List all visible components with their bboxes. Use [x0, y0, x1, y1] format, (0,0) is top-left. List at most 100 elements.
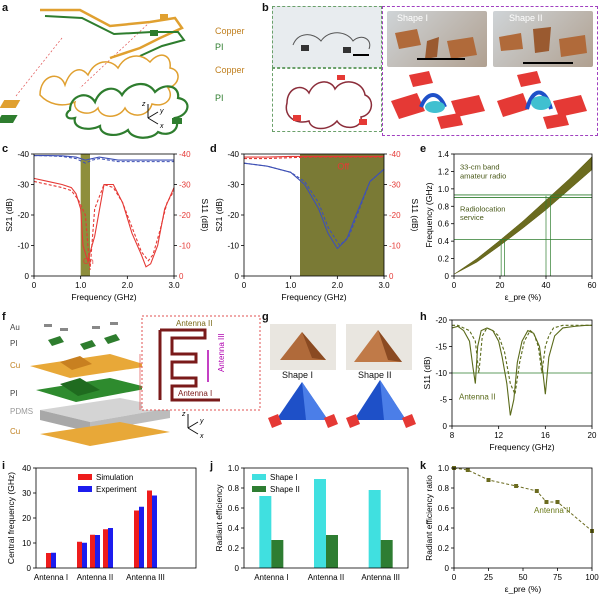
y-tick-label: 30 — [22, 489, 31, 498]
y2-tick-label: -10 — [179, 242, 191, 251]
x-tick-label: 75 — [553, 573, 562, 582]
legend-shape-i: Shape I — [270, 473, 298, 482]
x-axis-label: Frequency (GHz) — [489, 442, 554, 452]
chart-d: 0 1.0 2.0 3.00-10-20-30-400-10-20-30-40Freq… — [214, 150, 418, 302]
y-tick-label: 0 — [445, 564, 450, 573]
antenna-i-label-f: Antenna I — [178, 389, 212, 398]
svg-text:z: z — [141, 101, 146, 108]
plot-frame — [243, 467, 409, 569]
panel-label-i: i — [2, 460, 6, 472]
panel-label-a: a — [2, 2, 9, 14]
x-tick-label: 50 — [519, 573, 528, 582]
category-label: Antenna I — [254, 573, 288, 582]
layer-pi-label-2: PI — [10, 389, 18, 398]
shape2-photo — [493, 11, 593, 67]
data-point — [534, 489, 539, 493]
label-copper-2: Copper — [215, 65, 245, 75]
data-point — [486, 478, 491, 482]
axes-triad-icon-f: z y x — [181, 411, 204, 440]
panel-label-g: g — [262, 311, 269, 323]
plot-frame — [453, 153, 593, 277]
chart-h: 8 12 16 20 0 -5 -10 -15 -20 Frequency (GHz) S11 (d… — [422, 316, 597, 452]
svg-text:x: x — [199, 433, 204, 440]
y-axis-label: Central frequency (GHz) — [6, 472, 16, 564]
label-copper-1: Copper — [215, 26, 245, 36]
series-line-0 — [244, 155, 384, 158]
bar-simulation — [77, 541, 82, 568]
data-point — [465, 468, 470, 472]
annotation-off: Off — [337, 161, 349, 171]
category-label: Antenna II — [77, 573, 113, 582]
annotation-33cm: 33-cm band — [460, 163, 500, 172]
legend-swatch-experiment — [78, 486, 92, 492]
x-tick-label: 8 — [450, 431, 455, 440]
y-tick-label: 0.8 — [228, 484, 240, 493]
off-band — [300, 154, 384, 276]
bar-experiment — [82, 542, 87, 568]
layer-cu-label-2: Cu — [10, 427, 20, 436]
category-label: Antenna III — [126, 573, 165, 582]
series-line-0 — [451, 324, 592, 416]
x-tick-label: 1.0 — [285, 281, 297, 290]
bar-simulation — [134, 510, 139, 568]
layer-pi-label-1: PI — [10, 339, 18, 348]
panel-b-3d-renders — [391, 71, 587, 129]
x-tick-label: 3.0 — [378, 281, 390, 290]
bar-experiment — [139, 506, 144, 568]
series-line-1 — [244, 156, 384, 160]
bar-experiment — [108, 528, 113, 568]
y2-tick-label: -30 — [179, 181, 191, 190]
y-tick-label: 1.4 — [438, 150, 450, 159]
annotation-antenna-ii-k: Antenna II — [534, 506, 570, 515]
x-axis-label: ε_pre (%) — [505, 292, 542, 302]
layer-au-label: Au — [10, 323, 20, 332]
y-tick-label: 0.6 — [228, 504, 240, 513]
x-axis-label: ε_pre (%) — [505, 584, 542, 594]
panel-b-photo-flat — [272, 6, 382, 68]
legend-simulation: Simulation — [96, 473, 133, 482]
y2-axis-label: S11 (dB) — [410, 199, 418, 232]
category-label: Antenna I — [34, 573, 68, 582]
y-tick-label: -20 — [227, 211, 239, 220]
y-tick-label: -40 — [227, 150, 239, 159]
y-tick-label: -10 — [17, 242, 29, 251]
y2-tick-label: 0 — [179, 272, 184, 281]
y-axis-label: Radiant efficiency — [214, 484, 224, 552]
y2-tick-label: 0 — [389, 272, 394, 281]
layer-pdms-label: PDMS — [10, 407, 33, 416]
bar-experiment — [51, 552, 56, 568]
y-tick-label: 0 — [27, 564, 32, 573]
shape1-photo — [387, 11, 487, 67]
legend-swatch-shape-i — [252, 474, 266, 480]
category-label: Antenna III — [361, 573, 400, 582]
y-tick-label: 1.0 — [438, 185, 450, 194]
antenna-ii-label-f: Antenna II — [176, 319, 212, 328]
y-tick-label: 1.2 — [438, 167, 450, 176]
panel-label-h: h — [420, 311, 427, 323]
y-tick-label: 0 — [235, 272, 240, 281]
y2-tick-label: -30 — [389, 181, 401, 190]
series-line-1 — [33, 154, 174, 164]
bar-shape-i — [314, 479, 326, 568]
y-tick-label: 0 — [443, 422, 448, 431]
bar-shape-i — [259, 496, 272, 568]
shape2-label-g: Shape II — [358, 370, 392, 380]
panel-label-j: j — [210, 460, 214, 472]
legend-swatch-shape-ii — [252, 486, 266, 492]
data-point — [555, 500, 560, 504]
y-axis-label: S21 (dB) — [4, 198, 14, 232]
y-tick-label: 0.4 — [228, 524, 240, 533]
y2-tick-label: -40 — [389, 150, 401, 159]
x-tick-label: 40 — [542, 281, 551, 290]
y2-tick-label: -10 — [389, 242, 401, 251]
y-tick-label: -30 — [227, 181, 239, 190]
data-point — [514, 484, 519, 488]
y-axis-label: S11 (dB) — [422, 356, 432, 389]
y-tick-label: -30 — [17, 181, 29, 190]
y2-tick-label: -40 — [179, 150, 191, 159]
legend-shape-ii: Shape II — [270, 485, 300, 494]
x-tick-label: 60 — [588, 281, 597, 290]
y2-axis-label: S11 (dB) — [200, 199, 208, 232]
layer-cu-label-1: Cu — [10, 361, 20, 370]
bar-simulation — [147, 490, 152, 568]
